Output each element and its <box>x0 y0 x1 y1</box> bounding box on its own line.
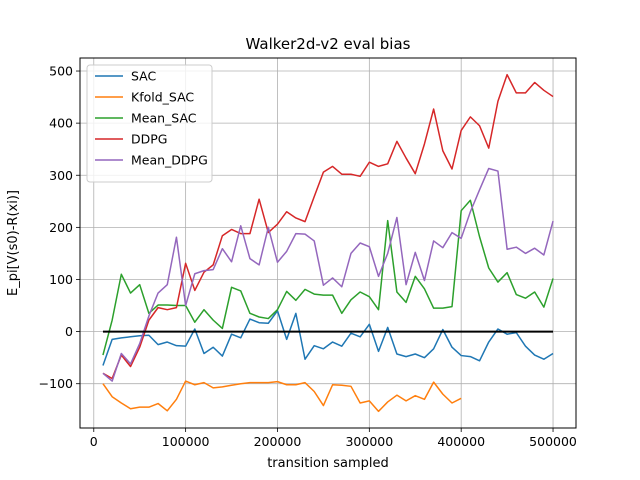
legend-label-sac: SAC <box>131 69 156 84</box>
legend: SAC Kfold_SAC Mean_SAC DDPG Mean_DDPG <box>86 64 213 183</box>
ticks: 0 100000 200000 300000 400000 500000 −100 0 100 2… <box>39 64 577 449</box>
y-axis-label: E_pi[V(s0)-R(xi)] <box>6 190 21 296</box>
y-tick-label-3: 200 <box>49 220 73 235</box>
x-tick-label-3: 300000 <box>345 434 393 449</box>
series-line-kfold-sac <box>102 380 462 413</box>
series-group <box>102 73 554 413</box>
legend-label-ddpg: DDPG <box>131 132 167 147</box>
legend-label-mean-ddpg: Mean_DDPG <box>131 153 208 168</box>
series-line-mean-ddpg <box>102 167 554 382</box>
x-tick-label-0: 0 <box>90 434 98 449</box>
x-tick-label-2: 200000 <box>254 434 302 449</box>
y-tick-label-6: 500 <box>49 64 73 79</box>
x-tick-label-4: 400000 <box>437 434 485 449</box>
series-line-mean-sac <box>102 199 554 356</box>
legend-label-mean-sac: Mean_SAC <box>131 111 197 126</box>
chart-title: Walker2d-v2 eval bias <box>246 35 411 53</box>
y-tick-label-2: 100 <box>49 272 73 287</box>
legend-box <box>86 64 213 183</box>
y-tick-label-1: 0 <box>65 324 73 339</box>
legend-label-kfold-sac: Kfold_SAC <box>131 90 194 105</box>
y-tick-label-0: −100 <box>39 376 73 391</box>
y-tick-label-5: 400 <box>49 116 73 131</box>
plot-frame <box>79 57 577 429</box>
x-tick-label-1: 100000 <box>162 434 210 449</box>
x-axis-label: transition sampled <box>267 456 389 471</box>
series-line-sac <box>102 310 554 366</box>
x-tick-label-5: 500000 <box>529 434 577 449</box>
y-tick-label-4: 300 <box>49 168 73 183</box>
series-line-ddpg <box>102 73 554 380</box>
